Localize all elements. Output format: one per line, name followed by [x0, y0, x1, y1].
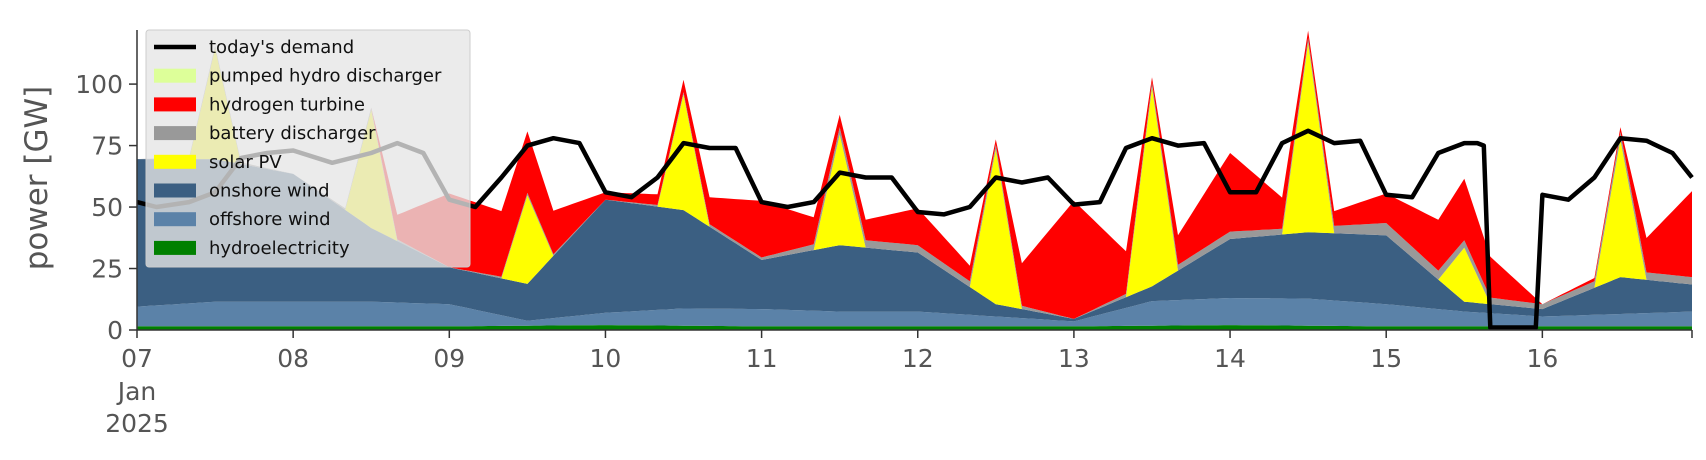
- x-tick-sublabel: Jan: [116, 377, 157, 406]
- x-tick-label: 14: [1214, 344, 1246, 373]
- x-tick-label: 08: [277, 344, 309, 373]
- y-tick-label: 50: [91, 193, 123, 222]
- x-tick-label: 13: [1058, 344, 1090, 373]
- legend-swatch: [154, 240, 196, 255]
- x-tick-label: 09: [433, 344, 465, 373]
- legend-label: pumped hydro discharger: [209, 66, 442, 87]
- y-tick-label: 25: [91, 255, 123, 284]
- x-tick-label: 12: [902, 344, 934, 373]
- legend-swatch: [154, 97, 196, 112]
- x-tick-group: 07 Jan 2025 08 09 10 11 12 13 14 15 16: [105, 330, 1693, 438]
- legend-swatch: [154, 126, 196, 141]
- legend-swatch: [154, 183, 196, 198]
- area-solar-PV: [137, 42, 1692, 319]
- x-tick-sublabel: 2025: [105, 409, 169, 438]
- x-tick-label: 11: [746, 344, 778, 373]
- axes-group: [136, 30, 1692, 331]
- legend-box: [145, 29, 471, 268]
- x-tick-label: 07: [121, 344, 153, 373]
- stacked-area-group: [137, 30, 1692, 330]
- area-offshore-wind: [137, 298, 1692, 327]
- legend-swatch: [154, 154, 196, 169]
- y-tick-group: 0 25 50 75 100: [75, 70, 137, 345]
- x-tick-label: 15: [1370, 344, 1402, 373]
- legend-label: solar PV: [209, 152, 282, 173]
- y-tick-label: 75: [91, 132, 123, 161]
- y-axis-title: power [GW]: [19, 86, 55, 271]
- x-tick-label: 16: [1526, 344, 1558, 373]
- x-tick-label: 10: [590, 344, 622, 373]
- legend-label: battery discharger: [209, 123, 376, 144]
- area-onshore-wind: [137, 159, 1692, 322]
- legend-label: onshore wind: [209, 181, 330, 202]
- legend-label: hydroelectricity: [209, 238, 350, 259]
- y-tick-label: 100: [75, 70, 123, 99]
- legend-label: today's demand: [209, 37, 354, 58]
- legend-swatch: [154, 212, 196, 227]
- legend-label: hydrogen turbine: [209, 94, 365, 115]
- legend: today's demand pumped hydro discharger hyd…: [145, 29, 471, 268]
- legend-swatch: [154, 68, 196, 83]
- legend-label: offshore wind: [209, 209, 331, 230]
- y-tick-label: 0: [107, 316, 123, 345]
- area-hydroelectricity: [137, 325, 1692, 330]
